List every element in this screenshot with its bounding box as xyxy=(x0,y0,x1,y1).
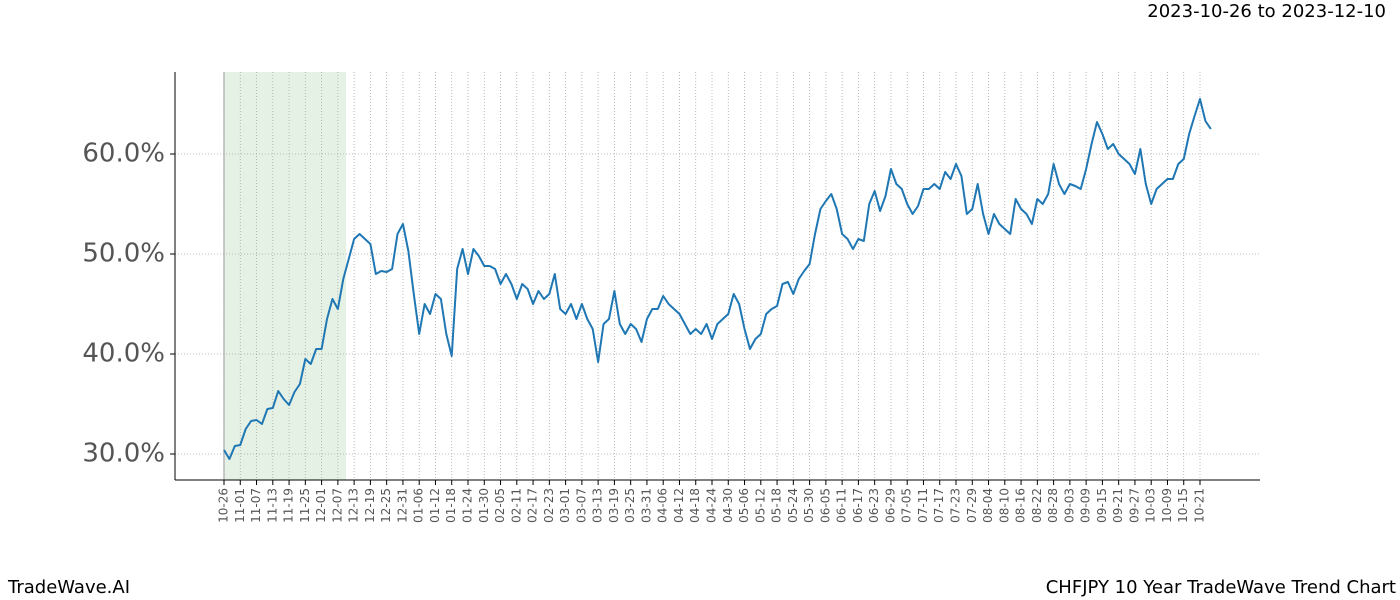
x-tick-label: 03-13 xyxy=(591,488,605,523)
x-tick-label: 06-05 xyxy=(818,488,832,523)
x-tick-label: 07-29 xyxy=(965,488,979,523)
x-tick-label: 01-24 xyxy=(461,488,475,523)
x-tick-label: 03-19 xyxy=(607,488,621,523)
x-tick-label: 12-25 xyxy=(379,488,393,523)
x-tick-label: 06-23 xyxy=(867,488,881,523)
x-tick-label: 06-17 xyxy=(851,488,865,523)
x-tick-label: 02-23 xyxy=(542,488,556,523)
x-tick-label: 12-13 xyxy=(347,488,361,523)
x-tick-label: 05-24 xyxy=(786,488,800,523)
x-tick-label: 01-06 xyxy=(412,488,426,523)
footer-right: CHFJPY 10 Year TradeWave Trend Chart xyxy=(1046,577,1396,598)
x-tick-label: 08-16 xyxy=(1014,488,1028,523)
x-tick-label: 01-12 xyxy=(428,488,442,523)
x-tick-label: 12-07 xyxy=(330,488,344,523)
x-tick-label: 11-07 xyxy=(249,488,263,523)
y-tick-label: 40.0% xyxy=(82,339,165,369)
x-tick-label: 11-13 xyxy=(265,488,279,523)
x-tick-label: 04-06 xyxy=(656,488,670,523)
x-tick-label: 04-30 xyxy=(721,488,735,523)
x-tick-label: 07-17 xyxy=(932,488,946,523)
y-tick-label: 50.0% xyxy=(82,239,165,269)
x-tick-label: 08-22 xyxy=(1030,488,1044,523)
x-tick-label: 03-01 xyxy=(558,488,572,523)
x-tick-label: 10-26 xyxy=(217,488,231,523)
x-tick-label: 03-25 xyxy=(623,488,637,523)
y-tick-label: 60.0% xyxy=(82,139,165,169)
x-tick-label: 09-15 xyxy=(1095,488,1109,523)
x-tick-label: 07-23 xyxy=(949,488,963,523)
x-tick-label: 04-12 xyxy=(672,488,686,523)
x-tick-label: 06-29 xyxy=(883,488,897,523)
x-tick-label: 11-19 xyxy=(282,488,296,523)
highlight-band xyxy=(224,72,346,480)
x-tick-label: 11-01 xyxy=(233,488,247,523)
x-tick-label: 09-27 xyxy=(1127,488,1141,523)
x-tick-label: 12-19 xyxy=(363,488,377,523)
x-tick-label: 04-24 xyxy=(705,488,719,523)
x-tick-label: 10-09 xyxy=(1160,488,1174,523)
x-tick-label: 12-01 xyxy=(314,488,328,523)
x-tick-label: 12-31 xyxy=(395,488,409,523)
x-tick-label: 01-30 xyxy=(477,488,491,523)
x-tick-label: 05-18 xyxy=(770,488,784,523)
x-tick-label: 03-07 xyxy=(574,488,588,523)
x-tick-label: 07-11 xyxy=(916,488,930,523)
x-tick-label: 05-06 xyxy=(737,488,751,523)
x-tick-label: 05-12 xyxy=(753,488,767,523)
chart-title: 2023-10-26 to 2023-12-10 xyxy=(1147,1,1386,22)
x-tick-label: 03-31 xyxy=(639,488,653,523)
y-tick-label: 30.0% xyxy=(82,439,165,469)
series-line xyxy=(223,98,1212,460)
x-tick-label: 02-05 xyxy=(493,488,507,523)
x-tick-label: 02-11 xyxy=(509,488,523,523)
x-tick-label: 08-28 xyxy=(1046,488,1060,523)
x-tick-label: 05-30 xyxy=(802,488,816,523)
x-tick-label: 09-09 xyxy=(1079,488,1093,523)
x-tick-label: 08-10 xyxy=(997,488,1011,523)
x-tick-label: 06-11 xyxy=(835,488,849,523)
footer-left: TradeWave.AI xyxy=(7,577,130,598)
x-tick-label: 11-25 xyxy=(298,488,312,523)
x-tick-label: 09-03 xyxy=(1062,488,1076,523)
x-tick-label: 02-17 xyxy=(526,488,540,523)
x-tick-label: 10-21 xyxy=(1193,488,1207,523)
x-tick-label: 01-18 xyxy=(444,488,458,523)
x-tick-label: 07-05 xyxy=(900,488,914,523)
x-tick-label: 10-03 xyxy=(1144,488,1158,523)
x-tick-label: 04-18 xyxy=(688,488,702,523)
x-tick-label: 09-21 xyxy=(1111,488,1125,523)
x-tick-label: 08-04 xyxy=(981,488,995,523)
x-tick-label: 10-15 xyxy=(1176,488,1190,523)
